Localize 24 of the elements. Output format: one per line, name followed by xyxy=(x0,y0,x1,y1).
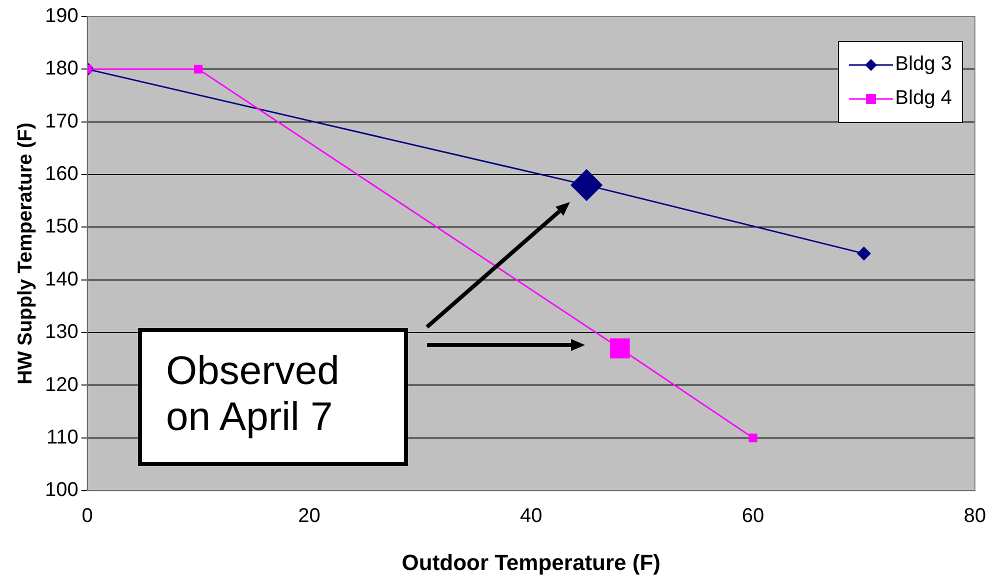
legend-label: Bldg 4 xyxy=(895,87,952,110)
y-tick-label: 130 xyxy=(44,321,78,344)
y-tick-label: 190 xyxy=(44,5,78,28)
point xyxy=(610,338,630,358)
x-tick-label: 40 xyxy=(520,505,542,528)
y-tick-label: 110 xyxy=(46,426,78,448)
y-tick-label: 150 xyxy=(44,216,78,238)
y-tick-label: 100 xyxy=(44,479,78,502)
x-axis-title: Outdoor Temperature (F) xyxy=(402,550,660,575)
point xyxy=(570,169,602,201)
y-tick-label: 120 xyxy=(44,374,78,396)
y-tick-label: 180 xyxy=(44,58,78,80)
annotation: Observed on April 7 xyxy=(138,328,408,466)
y-tick-label: 160 xyxy=(44,163,78,186)
point xyxy=(194,64,203,74)
x-tick-label: 80 xyxy=(964,505,986,528)
point xyxy=(748,434,758,442)
y-tick-label: 140 xyxy=(44,268,78,290)
x-tick-label: 20 xyxy=(298,505,320,528)
x-tick-label: 60 xyxy=(742,505,764,528)
legend-label: Bldg 3 xyxy=(895,53,952,76)
y-axis-title: HW Supply Temperature (F) xyxy=(14,122,37,384)
x-tick-label: 0 xyxy=(82,505,93,528)
y-tick-label: 170 xyxy=(44,110,78,132)
